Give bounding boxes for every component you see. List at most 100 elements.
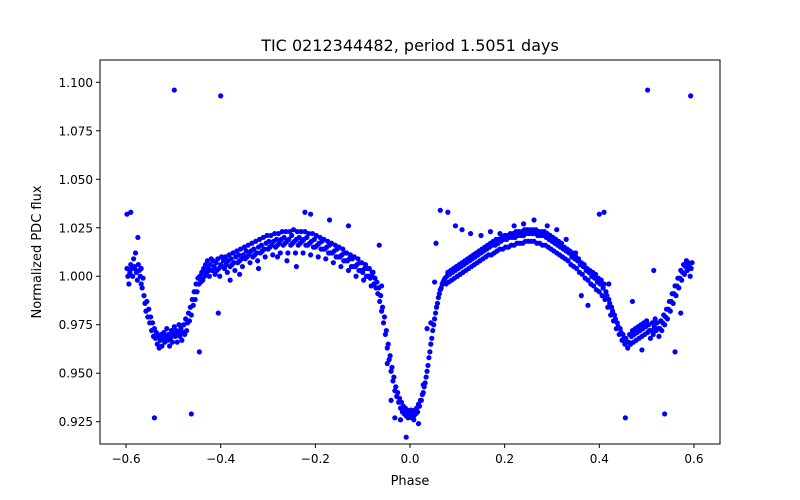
- data-point: [688, 93, 694, 99]
- y-tick-label: 0.925: [59, 415, 93, 429]
- data-point: [166, 331, 172, 338]
- data-point: [192, 296, 198, 303]
- data-point: [340, 246, 346, 252]
- x-tick-label: −0.6: [111, 452, 140, 466]
- data-point: [432, 316, 438, 322]
- data-point: [611, 312, 618, 318]
- data-point: [596, 211, 602, 217]
- data-point: [673, 293, 679, 299]
- data-point: [141, 293, 147, 299]
- data-point: [304, 234, 310, 241]
- data-point: [153, 329, 159, 336]
- x-tick-label: −0.2: [301, 452, 330, 466]
- data-point: [296, 234, 302, 241]
- data-point: [228, 256, 234, 262]
- data-point: [215, 310, 221, 316]
- data-point: [167, 335, 174, 341]
- data-point: [219, 254, 225, 260]
- data-point: [258, 242, 264, 248]
- data-point: [395, 390, 401, 396]
- y-tick-label: 1.075: [59, 124, 93, 138]
- data-point: [166, 343, 173, 349]
- data-point: [255, 258, 261, 264]
- data-point: [585, 302, 591, 308]
- data-point: [664, 316, 671, 322]
- data-point: [612, 316, 619, 322]
- data-point: [662, 411, 668, 417]
- data-point: [277, 250, 283, 256]
- data-point: [639, 347, 645, 353]
- data-point: [221, 265, 228, 272]
- data-point: [362, 262, 369, 268]
- data-point: [130, 273, 136, 279]
- data-point: [487, 229, 494, 235]
- data-point: [426, 355, 432, 361]
- data-point: [298, 229, 304, 235]
- data-point: [251, 246, 257, 252]
- chart-title: TIC 0212344482, period 1.5051 days: [260, 36, 559, 55]
- data-point: [603, 289, 609, 295]
- data-point: [687, 273, 693, 279]
- data-point: [274, 254, 281, 260]
- data-point: [438, 285, 444, 291]
- data-point: [379, 304, 386, 310]
- data-point: [644, 318, 650, 324]
- data-point: [384, 360, 390, 367]
- data-point: [311, 236, 317, 242]
- data-point: [148, 314, 154, 320]
- data-point: [403, 434, 409, 440]
- x-axis-label: Phase: [391, 474, 430, 489]
- data-point: [414, 409, 421, 415]
- data-point: [445, 209, 451, 215]
- data-point: [283, 229, 289, 235]
- data-point: [186, 318, 193, 324]
- data-point: [353, 273, 359, 279]
- data-point: [140, 275, 146, 281]
- data-point: [614, 320, 620, 326]
- data-point: [601, 209, 607, 215]
- data-point: [600, 285, 606, 291]
- data-point: [284, 258, 290, 264]
- data-point: [585, 277, 591, 283]
- data-point: [436, 291, 442, 297]
- data-point: [581, 262, 587, 268]
- data-point: [218, 93, 224, 99]
- data-point: [385, 341, 391, 347]
- data-point: [467, 230, 474, 237]
- data-point: [376, 242, 382, 248]
- data-point: [430, 327, 436, 334]
- data-point: [294, 229, 300, 235]
- data-point: [381, 314, 388, 320]
- x-tick-label: 0.6: [684, 452, 703, 466]
- data-point: [644, 87, 651, 93]
- data-point: [132, 250, 139, 256]
- data-point: [397, 417, 404, 423]
- data-point: [388, 397, 394, 403]
- data-point: [392, 415, 398, 421]
- data-point: [428, 320, 434, 326]
- data-point: [604, 293, 610, 299]
- data-point: [285, 250, 291, 256]
- data-point: [420, 390, 426, 396]
- y-tick-label: 1.025: [59, 221, 93, 235]
- data-point: [197, 273, 203, 279]
- x-tick-label: −0.4: [206, 452, 235, 466]
- data-point: [345, 223, 352, 229]
- data-point: [171, 324, 177, 330]
- data-point: [201, 265, 207, 272]
- data-point: [391, 374, 397, 380]
- data-point: [151, 415, 158, 421]
- data-point: [172, 333, 178, 339]
- data-point: [168, 327, 175, 334]
- y-axis-label: Normalized PDC flux: [30, 185, 45, 318]
- data-point: [188, 411, 194, 417]
- data-point: [175, 329, 181, 336]
- data-point: [620, 331, 626, 338]
- data-point: [178, 326, 184, 332]
- data-point: [217, 273, 223, 279]
- data-point: [387, 353, 393, 359]
- data-point: [289, 232, 295, 239]
- data-point: [383, 327, 389, 334]
- data-point: [264, 232, 270, 239]
- data-point: [266, 238, 272, 244]
